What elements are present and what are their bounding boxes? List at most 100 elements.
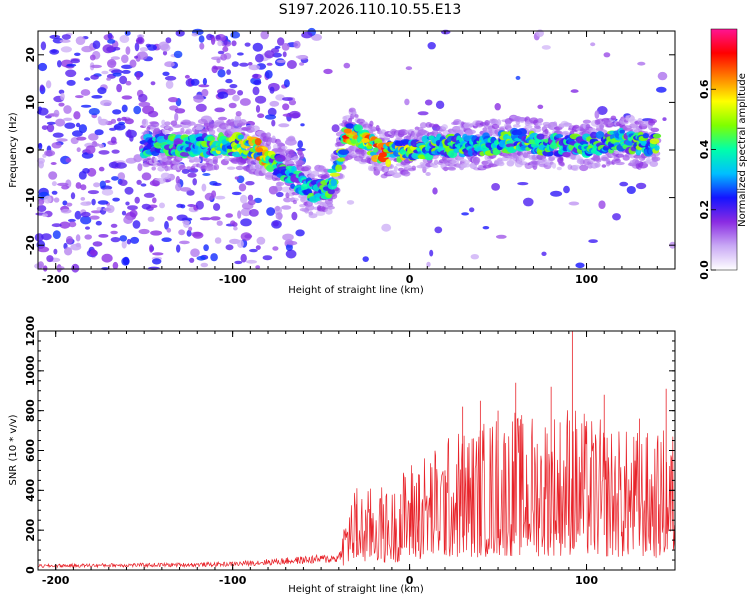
spectrogram-noise-cell — [152, 252, 164, 256]
spectrogram-noise-cell — [66, 63, 77, 67]
spectrogram-ridge-cell — [366, 145, 373, 150]
spectrogram-ridge-cell — [353, 124, 363, 132]
spectrogram-noise-cell — [182, 220, 191, 225]
spectrogram-noise-cell — [152, 258, 162, 265]
spectrogram-halo-cell — [289, 197, 299, 202]
spectrogram-noise-cell — [38, 62, 48, 72]
spectrogram-noise-cell — [262, 255, 273, 261]
spectrogram-noise-cell — [51, 190, 58, 195]
spectrogram-noise-cell — [196, 255, 206, 261]
spectrogram-noise-cell — [264, 114, 277, 120]
spectrogram-noise-cell — [225, 213, 233, 218]
spectrogram-noise-cell — [176, 214, 188, 221]
spectrogram-noise-cell — [222, 46, 229, 52]
spectrogram-ridge-peak — [255, 147, 264, 153]
spectrogram-noise-cell — [124, 186, 134, 195]
spectrogram-noise-cell — [283, 197, 292, 203]
spectrogram-noise-cell — [264, 50, 275, 59]
spectrogram-noise-cell — [264, 70, 273, 79]
spectrogram-noise-cell — [635, 182, 647, 190]
spectrogram-noise-cell — [121, 116, 127, 121]
x-tick-label: -200 — [42, 574, 70, 587]
spectrogram-noise-cell — [255, 105, 261, 113]
spectrogram-noise-cell — [60, 208, 72, 214]
spectrogram-noise-cell — [89, 54, 96, 61]
spectrogram-noise-cell — [78, 124, 87, 134]
spectrogram-noise-cell — [59, 221, 71, 229]
spectrogram-noise-cell — [175, 183, 182, 192]
spectrogram-halo-cell — [556, 166, 562, 171]
spectrogram-noise-cell — [193, 94, 205, 103]
spectrogram-halo-cell — [559, 156, 564, 161]
spectrogram-noise-cell — [362, 256, 369, 262]
spectrogram-noise-cell — [121, 95, 133, 100]
spectrogram-noise-cell — [68, 218, 76, 223]
spectrogram-noise-cell — [282, 103, 290, 111]
spectrogram-halo-cell — [227, 166, 236, 170]
spectrogram-ridge-cell — [547, 151, 554, 157]
snr-series — [37, 331, 675, 569]
spectrogram-noise-cell — [181, 168, 190, 174]
spectrogram-noise-cell — [127, 205, 138, 211]
spectrogram-ridge-cell — [555, 134, 564, 138]
colorbar-tick-label: 0.0 — [698, 260, 711, 280]
spectrogram-halo-cell — [648, 118, 657, 124]
y-tick-label: 0 — [24, 566, 37, 574]
spectrogram-noise-cell — [288, 110, 301, 119]
x-tick-label: -100 — [219, 574, 247, 587]
spectrogram-noise-cell — [216, 58, 221, 64]
spectrogram-noise-cell — [286, 60, 297, 69]
spectrogram-noise-cell — [435, 100, 445, 110]
spectrogram-halo-cell — [285, 192, 290, 199]
spectrogram-noise-cell — [135, 72, 141, 81]
spectrogram-noise-cell — [405, 66, 413, 71]
x-tick-label: 0 — [406, 273, 414, 286]
spectrogram-halo-cell — [348, 117, 353, 124]
spectrogram-noise-cell — [162, 71, 170, 77]
spectrogram-ridge-cell — [654, 145, 660, 151]
spectrogram-noise-cell — [195, 103, 207, 112]
spectrogram-halo-cell — [275, 181, 285, 186]
spectrogram-noise-cell — [248, 62, 253, 66]
spectrogram-noise-cell — [231, 40, 237, 47]
spectrogram-noise-cell — [244, 42, 251, 47]
spectrogram-noise-cell — [138, 93, 148, 103]
spectrogram-noise-cell — [137, 51, 148, 60]
spectrogram-halo-cell — [370, 126, 377, 132]
snr-panel: -200 -100 0 100 0 200 400 600 800 1000 1200 Heigh… — [8, 315, 676, 595]
spectrogram-noise-cell — [470, 254, 479, 260]
spectrogram-noise-cell — [88, 133, 99, 141]
spectrogram-halo-cell — [398, 129, 409, 136]
spectrogram-noise-cell — [101, 70, 109, 75]
spectrogram-noise-cell — [211, 65, 218, 74]
spectrogram-noise-cell — [123, 215, 133, 224]
spectrogram-halo-cell — [497, 157, 503, 162]
spectrogram-noise-cell — [323, 68, 333, 75]
spectrogram-halo-cell — [179, 164, 186, 171]
spectrogram-noise-cell — [138, 101, 151, 108]
spectrogram-noise-cell — [81, 45, 93, 53]
spectrogram-noise-cell — [286, 137, 296, 142]
spectrogram-halo-cell — [265, 132, 271, 139]
spectrogram-noise-cell — [252, 86, 260, 96]
spectrogram-halo-cell — [152, 128, 161, 136]
spectrogram-halo-cell — [402, 170, 411, 177]
spectrogram-halo-cell — [295, 160, 306, 166]
spectrogram-noise-cell — [52, 132, 64, 138]
y-tick-label: 200 — [24, 518, 37, 541]
spectrogram-halo-cell — [315, 210, 326, 216]
spectrogram-noise-cell — [102, 207, 112, 212]
spectrogram-noise-cell — [37, 246, 50, 253]
spectrogram-halo-cell — [466, 129, 477, 134]
spectrogram-noise-cell — [426, 261, 431, 268]
spectrogram-ridge-cell — [330, 178, 338, 187]
spectrogram-halo-cell — [615, 153, 625, 158]
spectrogram-noise-cell — [495, 234, 507, 239]
spectrogram-ridge-cell — [652, 133, 662, 139]
spectrogram-noise-cell — [92, 40, 101, 49]
spectrogram-noise-cell — [97, 116, 102, 123]
spectrogram-noise-cell — [210, 253, 218, 262]
spectrogram-noise-cell — [282, 51, 287, 58]
spectrogram-halo-cell — [300, 196, 309, 203]
spectrogram-noise-cell — [134, 196, 140, 204]
